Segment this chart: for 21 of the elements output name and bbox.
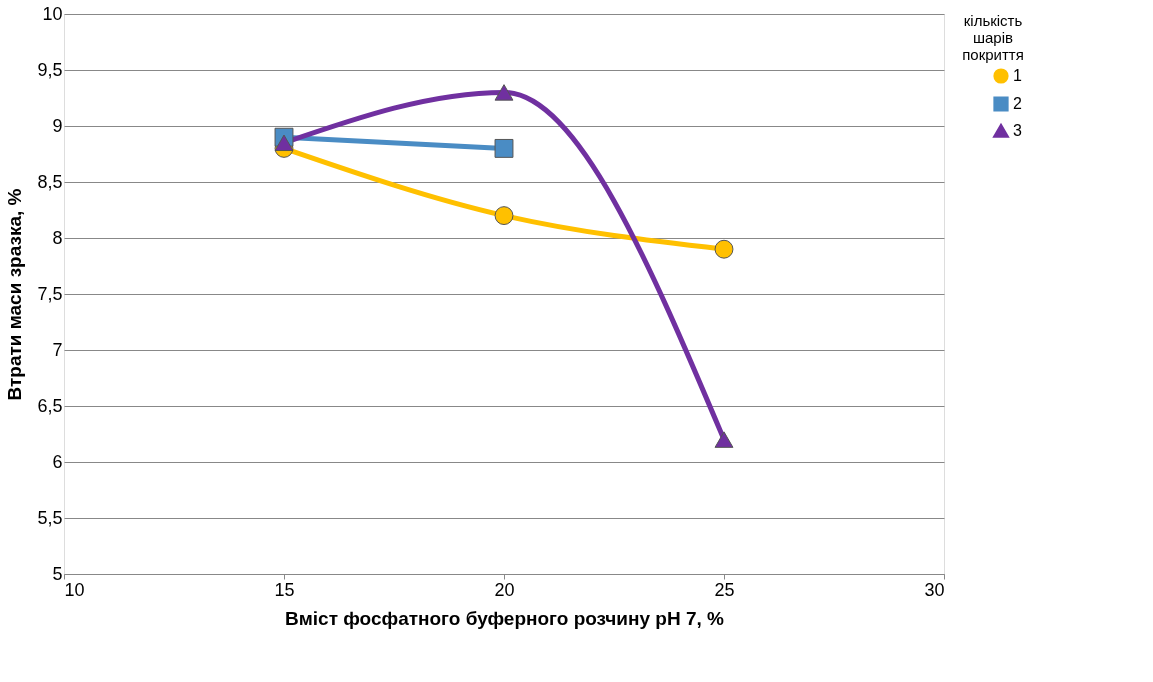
legend-title: кількість шарів покриття: [962, 12, 1024, 63]
y-tick-label: 5: [52, 563, 63, 584]
y-tick-label: 5,5: [37, 507, 63, 528]
y-tick-label: 6,5: [37, 395, 63, 416]
x-tick-label: 30: [924, 579, 945, 600]
x-tick-label: 25: [714, 579, 735, 600]
legend-label: 1: [1013, 67, 1022, 84]
y-tick-label: 7: [52, 339, 63, 360]
y-tick-label: 9,5: [37, 59, 63, 80]
y-tick-label: 8: [52, 227, 63, 248]
y-tick-label: 9: [52, 115, 63, 136]
y-tick-label: 6: [52, 451, 63, 472]
x-tick-label: 15: [274, 579, 295, 600]
y-tick-label: 10: [42, 3, 63, 24]
legend-label: 3: [1013, 122, 1022, 139]
x-axis-title: Вміст фосфатного буферного розчину pH 7, %: [285, 607, 725, 629]
x-tick-label: 20: [494, 579, 515, 600]
y-tick-label: 7,5: [37, 283, 63, 304]
y-tick-label: 8,5: [37, 171, 63, 192]
y-axis-title: Втрати маси зразка, %: [4, 188, 26, 401]
legend-label: 2: [1013, 95, 1022, 112]
